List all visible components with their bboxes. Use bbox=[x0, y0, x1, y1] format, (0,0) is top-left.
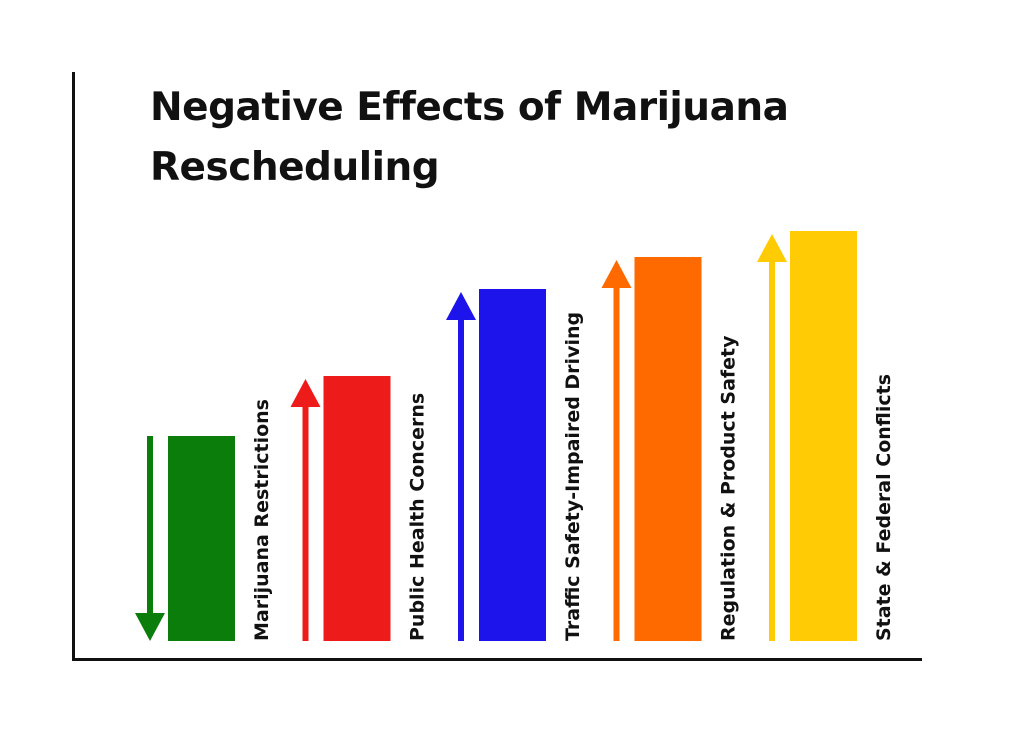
chart-title: Negative Effects of Marijuana Rescheduli… bbox=[150, 85, 789, 190]
down-arrow-icon-1 bbox=[135, 436, 165, 641]
bar-1 bbox=[168, 436, 235, 641]
arrow-shaft bbox=[769, 260, 775, 641]
arrow-head bbox=[290, 379, 321, 407]
category-label-1: Marijuana Restrictions bbox=[251, 399, 273, 641]
category-label-3: Traffic Safety-Impaired Driving bbox=[562, 312, 584, 641]
category-label-2: Public Health Concerns bbox=[407, 393, 429, 641]
up-arrow-icon-2 bbox=[290, 379, 321, 641]
bar-5 bbox=[790, 231, 857, 641]
arrow-shaft bbox=[147, 436, 153, 615]
arrow-shaft bbox=[613, 286, 620, 641]
bars-group: Marijuana Restrictions Public Health Conc… bbox=[135, 231, 895, 641]
up-arrow-icon-3 bbox=[446, 292, 476, 641]
arrow-head bbox=[601, 260, 632, 288]
bar-4 bbox=[634, 257, 702, 641]
bar-3 bbox=[479, 289, 546, 641]
up-arrow-icon-4 bbox=[601, 260, 632, 641]
category-label-5: State & Federal Conflicts bbox=[873, 374, 895, 641]
arrow-shaft bbox=[458, 318, 464, 641]
arrow-shaft bbox=[302, 405, 309, 641]
arrow-head bbox=[135, 613, 165, 641]
up-arrow-icon-5 bbox=[757, 234, 787, 641]
arrow-head bbox=[757, 234, 787, 262]
bar-2 bbox=[323, 376, 391, 641]
category-label-4: Regulation & Product Safety bbox=[718, 335, 740, 641]
arrow-head bbox=[446, 292, 476, 320]
